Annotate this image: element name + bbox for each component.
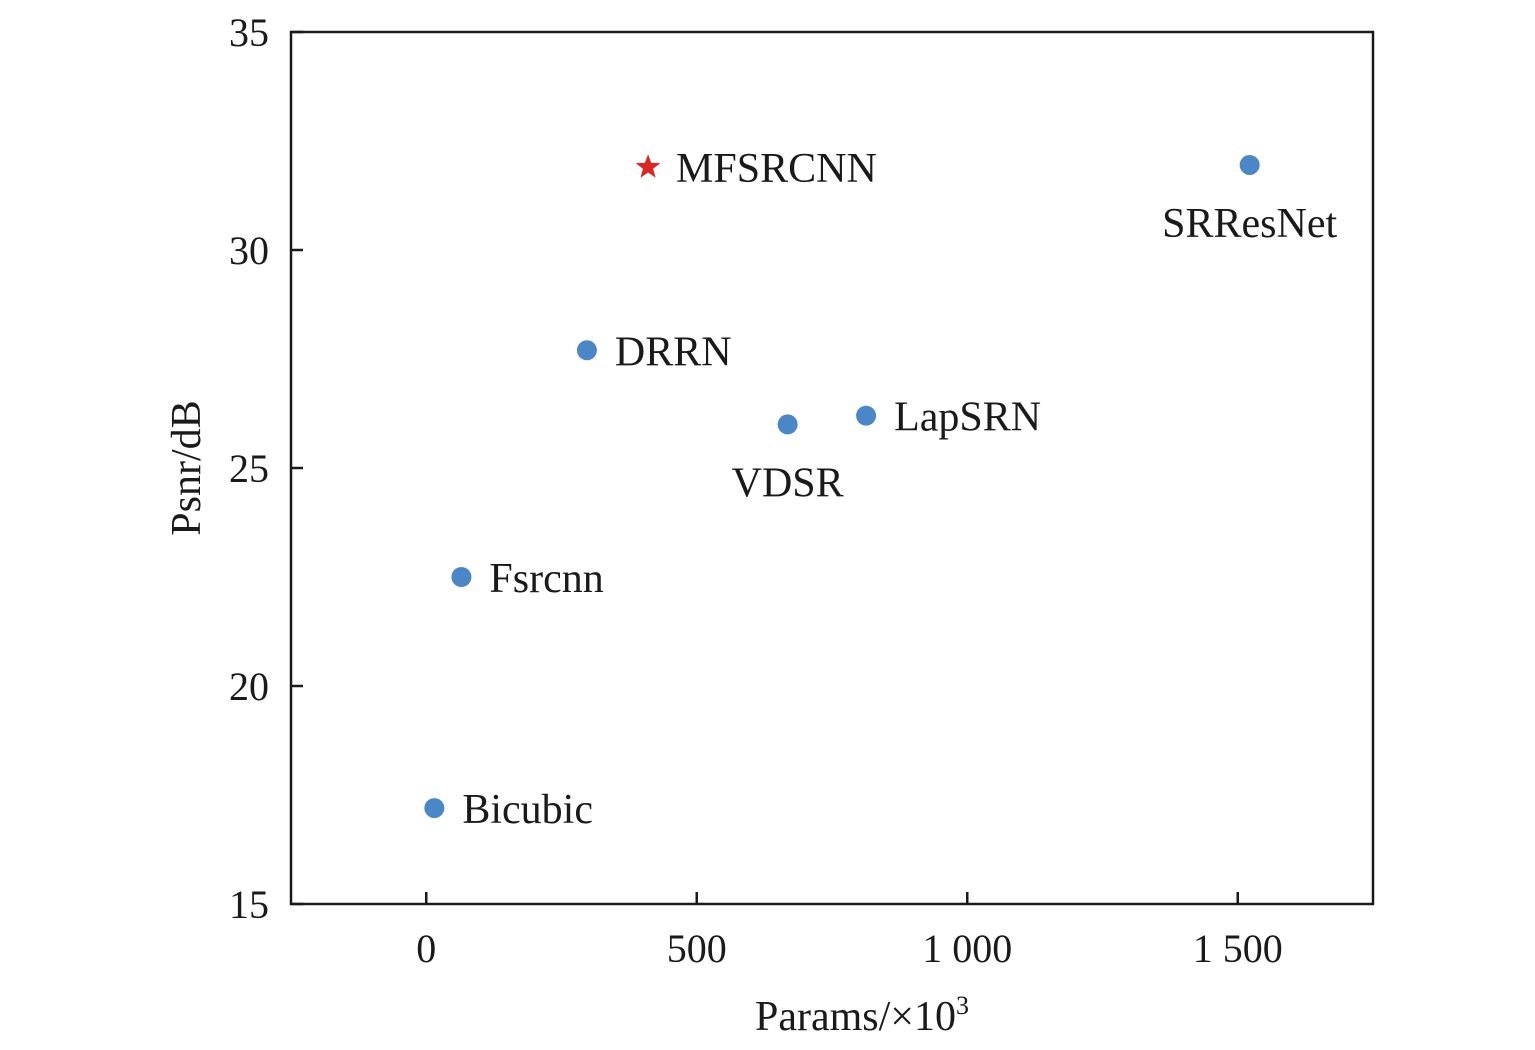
x-axis: 0 500 1 000 1 500 — [416, 892, 1283, 971]
y-tick-label: 35 — [229, 10, 269, 55]
x-axis-title-superscript: 3 — [956, 991, 969, 1020]
y-tick-label: 20 — [229, 664, 269, 709]
point-srresnet — [1239, 154, 1260, 175]
point-label-srresnet: SRResNet — [1162, 201, 1337, 247]
point-label-drrn: DRRN — [615, 329, 732, 375]
x-tick-label: 0 — [416, 926, 436, 971]
x-tick-label: 500 — [667, 926, 727, 971]
point-vdsr — [777, 414, 798, 435]
point-label-bicubic: Bicubic — [462, 787, 593, 833]
x-axis-title-text: Params/×10 — [755, 994, 956, 1040]
point-label-lapsrn: LapSRN — [894, 395, 1041, 441]
point-label-fsrcnn: Fsrcnn — [489, 556, 603, 602]
y-tick-label: 30 — [229, 228, 269, 273]
point-fsrcnn — [451, 567, 472, 587]
y-tick-label: 15 — [229, 882, 269, 927]
y-tick-label: 25 — [229, 446, 269, 491]
x-tick-label: 1 500 — [1193, 926, 1283, 971]
point-label-mfsrcnn: MFSRCNN — [676, 146, 877, 192]
point-lapsrn — [856, 405, 877, 426]
y-axis: 15 20 25 30 35 — [229, 10, 303, 927]
x-axis-title: Params/×103 — [755, 991, 969, 1040]
x-tick-label: 1 000 — [922, 926, 1012, 971]
point-drrn — [576, 340, 597, 361]
y-axis-title: Psnr/dB — [164, 400, 210, 535]
point-mfsrcnn — [635, 154, 661, 178]
data-points: Bicubic Fsrcnn DRRN MFSRCNN VDSR LapSRN SRResN… — [424, 146, 1337, 833]
point-label-vdsr: VDSR — [732, 460, 844, 506]
point-bicubic — [424, 798, 445, 819]
